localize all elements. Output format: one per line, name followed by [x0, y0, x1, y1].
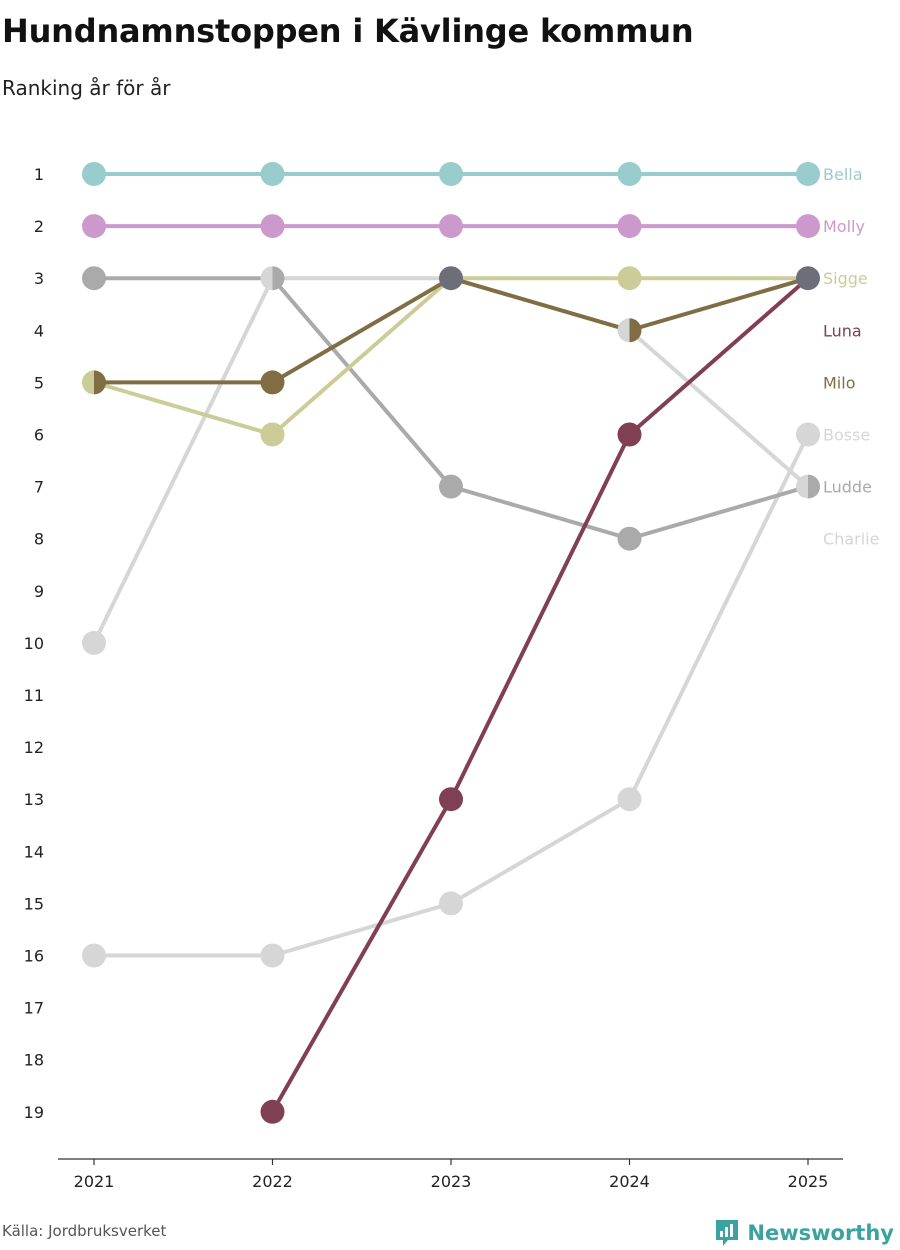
- end-label-molly: Molly: [823, 217, 865, 236]
- data-point-charlie-2025[interactable]: [796, 422, 820, 447]
- data-point-charlie-2021[interactable]: [82, 943, 106, 968]
- y-tick-label: 1: [34, 165, 44, 184]
- series-line-milo: [92, 276, 810, 385]
- y-tick-label: 10: [24, 634, 44, 653]
- data-point-bosse-milo-2024[interactable]: [617, 318, 642, 343]
- point-half-right: [272, 266, 285, 291]
- data-point-bosse-ludde-2025[interactable]: [796, 474, 820, 499]
- data-point-molly-2025[interactable]: [796, 214, 820, 239]
- data-point-luna-2022[interactable]: [260, 1099, 285, 1124]
- end-label-sigge: Sigge: [823, 269, 868, 288]
- data-point-molly-2021[interactable]: [82, 214, 106, 239]
- end-label-charlie: Charlie: [823, 530, 879, 549]
- data-point-luna-2024[interactable]: [617, 422, 642, 447]
- y-tick-label: 16: [24, 947, 44, 966]
- end-label-bella: Bella: [823, 165, 863, 184]
- end-label-luna: Luna: [823, 321, 862, 340]
- data-point-ludde-2023[interactable]: [439, 474, 463, 499]
- end-label-milo: Milo: [823, 373, 855, 392]
- data-point-bella-2025[interactable]: [796, 162, 820, 186]
- source-note: Källa: Jordbruksverket: [2, 1222, 167, 1240]
- y-tick-label: 9: [34, 582, 44, 601]
- x-tick-label: 2022: [252, 1172, 293, 1191]
- y-tick-label: 19: [24, 1103, 44, 1122]
- y-tick-label: 4: [34, 321, 44, 340]
- data-point-bella-2024[interactable]: [617, 162, 642, 186]
- point-half-left: [82, 370, 94, 395]
- data-point-bella-2023[interactable]: [439, 162, 463, 186]
- series-line-luna: [270, 276, 810, 1114]
- point-half-left: [260, 266, 273, 291]
- y-tick-label: 15: [24, 894, 44, 913]
- data-point-bosse-2021[interactable]: [82, 630, 106, 655]
- series-line-charlie: [92, 432, 810, 958]
- y-tick-label: 2: [34, 217, 44, 236]
- y-tick-label: 3: [34, 269, 44, 288]
- data-point-charlie-2023[interactable]: [439, 891, 463, 916]
- y-tick-label: 13: [24, 790, 44, 809]
- y-tick-label: 17: [24, 999, 44, 1018]
- data-point-sigge-2022[interactable]: [260, 422, 285, 447]
- series-points-layer: [82, 162, 820, 1124]
- data-point-luna-2023[interactable]: [439, 787, 463, 812]
- x-tick-label: 2024: [609, 1172, 650, 1191]
- y-tick-label: 18: [24, 1051, 44, 1070]
- y-tick-label: 8: [34, 530, 44, 549]
- data-point-charlie-2022[interactable]: [260, 943, 285, 968]
- data-point-bosse-sigge-milo-2023[interactable]: [439, 266, 463, 291]
- y-tick-label: 14: [24, 842, 44, 861]
- end-labels-layer: Bella Molly Sigge Luna Milo Bosse Ludde Charlie: [823, 165, 879, 549]
- data-point-bella-2022[interactable]: [260, 162, 285, 186]
- end-label-bosse: Bosse: [823, 426, 870, 445]
- point-half-right: [94, 370, 107, 395]
- data-point-charlie-2024[interactable]: [617, 787, 642, 812]
- data-point-milo-2022[interactable]: [260, 370, 285, 395]
- data-point-sigge-2024[interactable]: [617, 266, 642, 291]
- newsworthy-logo-icon: [716, 1220, 739, 1246]
- x-tick-label: 2025: [788, 1172, 829, 1191]
- data-point-bosse-ludde-2022[interactable]: [260, 266, 285, 291]
- data-point-ludde-2024[interactable]: [617, 526, 642, 551]
- brand-logo[interactable]: Newsworthy: [714, 1218, 894, 1248]
- chart-subtitle: Ranking år för år: [2, 76, 171, 100]
- end-label-ludde: Ludde: [823, 478, 872, 497]
- brand-name: Newsworthy: [747, 1221, 894, 1245]
- data-point-bella-2021[interactable]: [82, 162, 106, 186]
- point-half-right: [629, 318, 642, 343]
- point-half-left: [796, 474, 808, 499]
- series-line-bosse: [92, 276, 810, 645]
- data-point-molly-2024[interactable]: [617, 214, 642, 239]
- data-point-sigge-milo-luna-2025[interactable]: [796, 266, 820, 291]
- y-tick-label: 7: [34, 478, 44, 497]
- y-tick-label: 6: [34, 426, 44, 445]
- x-tick-label: 2021: [74, 1172, 115, 1191]
- data-point-sigge-milo-2021[interactable]: [82, 370, 107, 395]
- y-tick-label: 5: [34, 373, 44, 392]
- data-point-molly-2023[interactable]: [439, 214, 463, 239]
- series-lines-layer: [92, 172, 810, 1114]
- chart-title: Hundnamnstoppen i Kävlinge kommun: [2, 12, 694, 50]
- y-tick-label: 11: [24, 686, 44, 705]
- data-point-molly-2022[interactable]: [260, 214, 285, 239]
- data-point-ludde-2021[interactable]: [82, 266, 106, 291]
- point-half-left: [617, 318, 630, 343]
- series-line-ludde: [92, 276, 810, 541]
- x-tick-label: 2023: [431, 1172, 472, 1191]
- series-line-sigge: [92, 276, 810, 437]
- point-half-right: [808, 474, 820, 499]
- y-tick-label: 12: [24, 738, 44, 757]
